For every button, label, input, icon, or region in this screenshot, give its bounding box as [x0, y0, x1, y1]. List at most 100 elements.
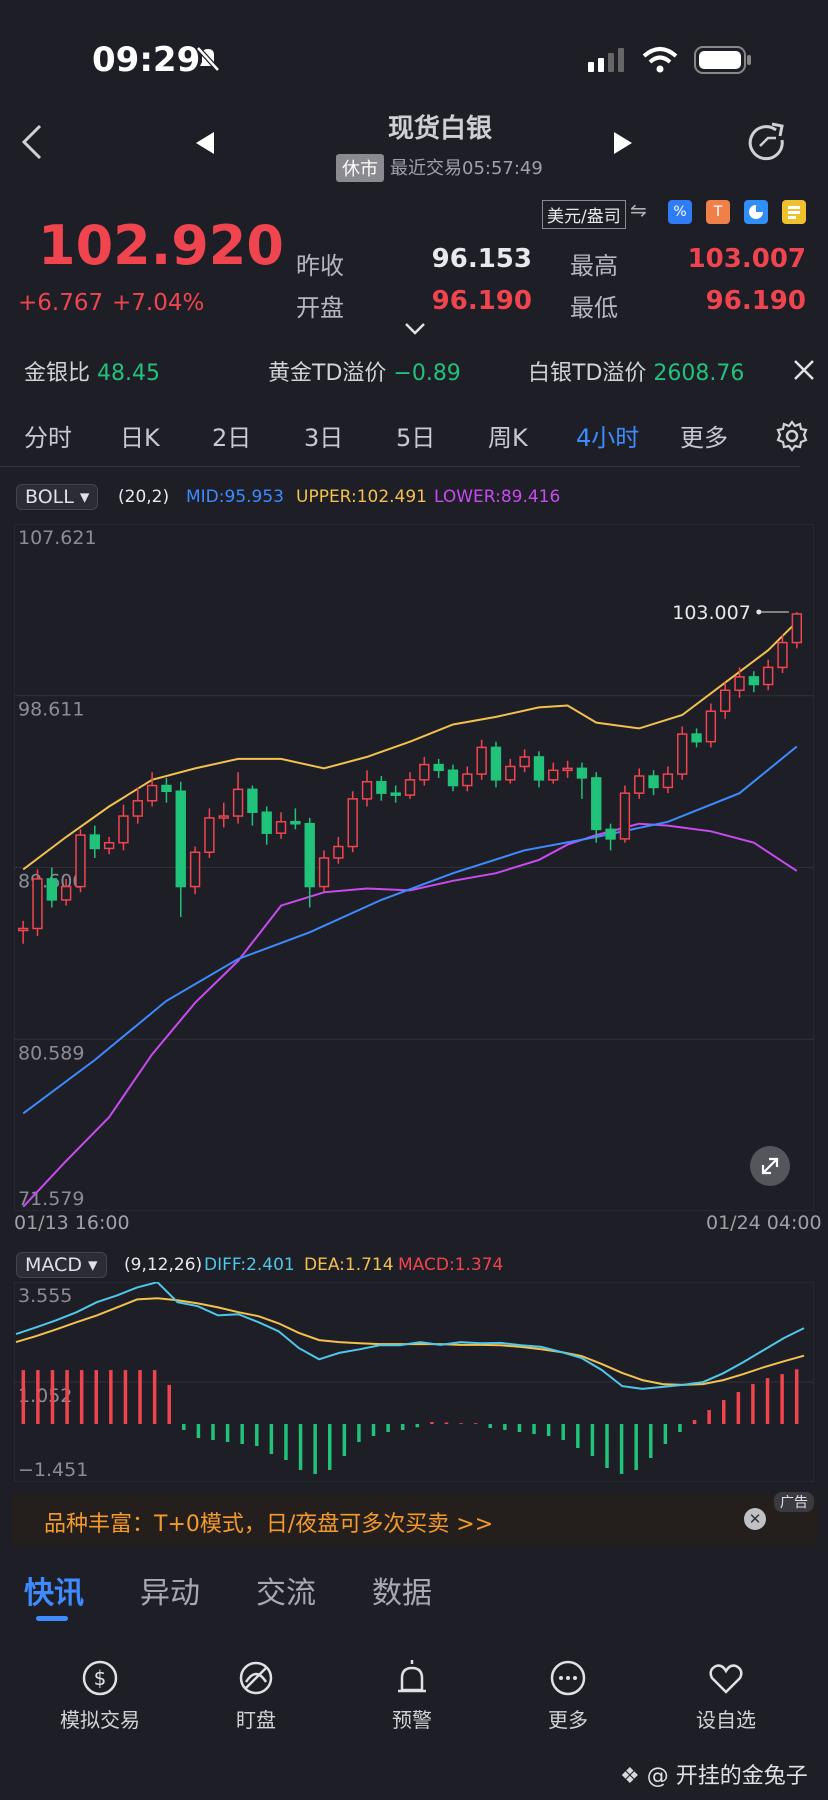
candle-body	[60, 885, 72, 901]
prev-instrument-icon[interactable]	[194, 130, 216, 156]
tab-4hour[interactable]: 4小时	[576, 424, 640, 452]
ad-banner[interactable]: 品种丰富：T+0模式，日/夜盘可多次买卖 >> ✕ 广告	[12, 1492, 818, 1546]
candle-body	[146, 784, 158, 802]
candle-body	[103, 841, 115, 850]
tab-fenshi[interactable]: 分时	[24, 424, 72, 452]
candle-body	[32, 878, 43, 930]
news-tab-community[interactable]: 交流	[256, 1576, 316, 1611]
ratio-gold-silver: 金银比 48.45	[24, 355, 160, 387]
nav-label: 更多	[548, 1708, 588, 1732]
nav-watch[interactable]: 盯盘	[196, 1658, 316, 1733]
percent-icon[interactable]: %	[668, 200, 692, 224]
active-tab-indicator	[36, 1616, 68, 1621]
candle-body	[519, 756, 530, 768]
more-dots-icon	[550, 1660, 586, 1696]
news-tab-movers[interactable]: 异动	[140, 1576, 200, 1611]
candle	[519, 749, 530, 773]
market-status-badge: 休市	[336, 154, 384, 182]
boll-upper-line	[22, 621, 798, 871]
expand-chevron-icon[interactable]	[404, 322, 426, 336]
macd-params: (9,12,26)	[124, 1255, 203, 1275]
tool-icon[interactable]: T	[706, 200, 730, 224]
ad-close-icon[interactable]: ✕	[744, 1508, 766, 1530]
macd-indicator-dropdown[interactable]: MACD ▾	[16, 1252, 107, 1278]
currency-unit-toggle[interactable]: 美元/盎司	[542, 200, 626, 229]
low-value: 96.190	[705, 286, 806, 316]
macd-value: MACD:1.374	[398, 1255, 504, 1275]
news-tab-flash[interactable]: 快讯	[24, 1576, 84, 1611]
svg-text:$: $	[94, 1666, 107, 1690]
nav-sim-trade[interactable]: $ 模拟交易	[40, 1658, 160, 1733]
candle	[433, 758, 444, 778]
candle-body	[677, 733, 688, 775]
open-label: 开盘	[296, 294, 344, 322]
nav-label: 预警	[392, 1708, 432, 1732]
candle	[361, 770, 373, 807]
nav-more[interactable]: 更多	[508, 1658, 628, 1733]
candle	[118, 804, 129, 851]
candle-body	[261, 811, 272, 834]
page-title: 现货白银	[387, 114, 492, 144]
boll-lower-line	[22, 822, 798, 1208]
candle	[89, 825, 100, 858]
swap-icon[interactable]: ⇋	[630, 198, 647, 222]
macd-y-tick-label: 3.555	[18, 1285, 72, 1307]
alarm-icon	[398, 1660, 426, 1693]
macd-chart[interactable]: 3.555 1.052 −1.451	[14, 1282, 814, 1482]
signal-icon	[588, 48, 624, 72]
settings-gear-icon[interactable]	[776, 420, 808, 452]
tab-weekly[interactable]: 周K	[488, 424, 528, 452]
candle-body	[662, 773, 674, 789]
next-instrument-icon[interactable]	[612, 130, 634, 156]
candle	[46, 867, 58, 908]
tab-more[interactable]: 更多	[680, 424, 728, 452]
candle	[619, 785, 631, 843]
candle-body	[533, 756, 545, 781]
candle-body	[691, 733, 702, 743]
prev-close-value: 96.153	[431, 244, 532, 274]
nav-label: 模拟交易	[60, 1708, 140, 1732]
candle	[562, 760, 573, 778]
candle-body	[777, 641, 788, 669]
tab-5day[interactable]: 5日	[396, 424, 436, 452]
battery-icon	[694, 46, 751, 74]
y-tick-label: 107.621	[18, 527, 97, 549]
tab-2day[interactable]: 2日	[212, 424, 252, 452]
boll-indicator-dropdown[interactable]: BOLL ▾	[16, 484, 99, 510]
candle-body	[89, 834, 100, 850]
dollar-cycle-icon: $	[82, 1660, 118, 1696]
pie-icon[interactable]	[744, 200, 768, 224]
refresh-icon[interactable]	[746, 122, 788, 164]
ratio-label: 黄金TD溢价	[268, 361, 387, 386]
candle	[705, 703, 717, 748]
boll-params: (20,2)	[118, 487, 170, 507]
close-icon[interactable]	[792, 358, 816, 382]
note-icon[interactable]	[782, 200, 806, 224]
y-tick-label: 71.579	[18, 1188, 84, 1210]
nav-alert[interactable]: 预警	[352, 1658, 472, 1733]
high-marker-dot	[756, 609, 762, 615]
candle	[677, 726, 688, 780]
news-tab-data[interactable]: 数据	[372, 1576, 432, 1611]
ratio-silver-td: 白银TD溢价 2608.76	[528, 355, 744, 387]
ad-tag: 广告	[774, 1492, 814, 1512]
ratio-value: −0.89	[393, 361, 461, 386]
candle-body	[462, 773, 473, 787]
candle-body	[505, 765, 516, 781]
expand-icon	[761, 1157, 779, 1175]
tab-daily[interactable]: 日K	[120, 424, 160, 452]
candle-body	[361, 780, 373, 800]
back-icon[interactable]	[20, 122, 44, 162]
candle-body	[748, 676, 760, 686]
nav-favorite[interactable]: 设自选	[666, 1658, 786, 1733]
bottom-nav: $ 模拟交易 盯盘 预警 更多 设自选 ❖ @ 开挂的金兔子	[0, 1640, 828, 1800]
high-label: 最高	[570, 252, 618, 280]
tab-3day[interactable]: 3日	[304, 424, 344, 452]
candle	[347, 791, 358, 853]
ratio-value: 48.45	[97, 361, 160, 386]
fullscreen-button[interactable]	[750, 1146, 790, 1186]
price-change: +6.767	[18, 290, 104, 316]
candle	[247, 785, 258, 826]
candle	[146, 772, 158, 807]
